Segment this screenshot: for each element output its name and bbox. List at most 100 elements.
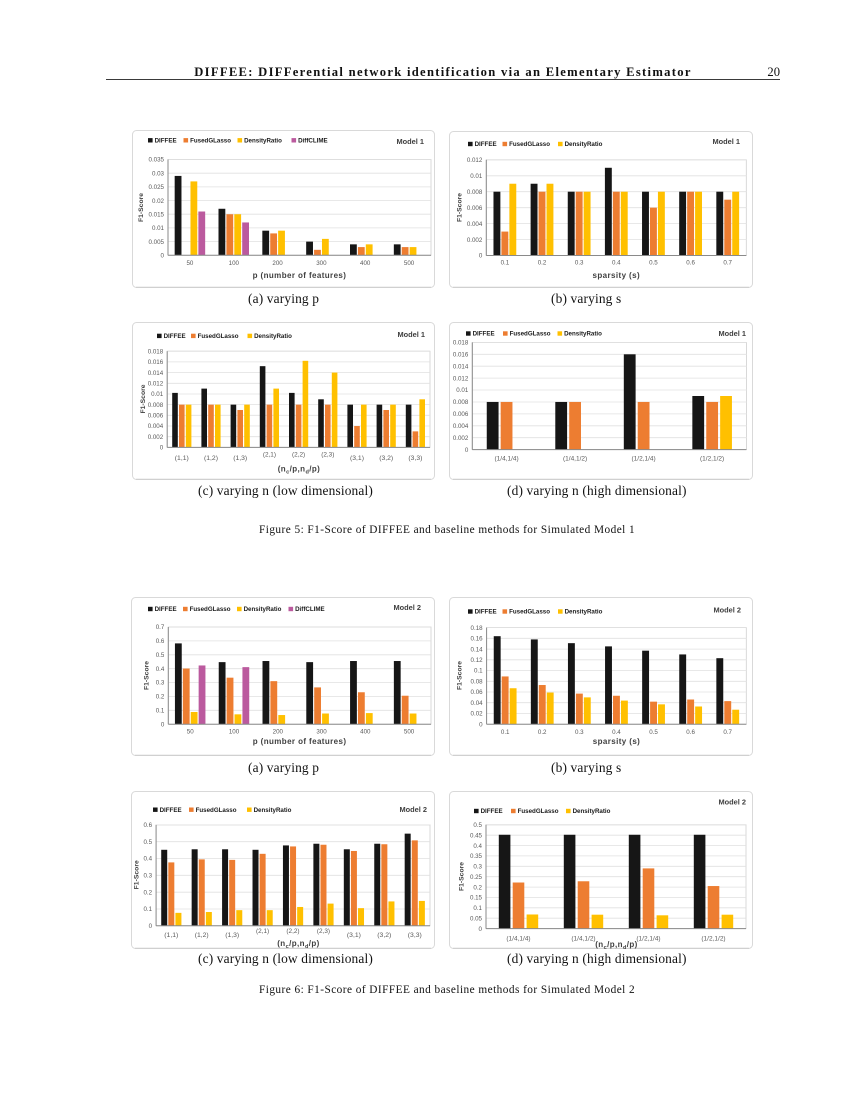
svg-text:400: 400 [360, 729, 371, 736]
svg-text:0.7: 0.7 [723, 729, 732, 736]
svg-text:0.008: 0.008 [453, 399, 469, 406]
svg-text:DiffCLIME: DiffCLIME [295, 606, 325, 613]
svg-text:0.16: 0.16 [471, 636, 484, 643]
svg-text:FusedGLasso: FusedGLasso [509, 609, 550, 616]
svg-text:(1/2,1/4): (1/2,1/4) [631, 456, 655, 463]
svg-text:0.035: 0.035 [149, 157, 165, 164]
svg-text:0.002: 0.002 [453, 435, 469, 442]
svg-text:0.7: 0.7 [156, 624, 165, 631]
svg-text:300: 300 [316, 260, 327, 267]
svg-text:0.05: 0.05 [470, 915, 483, 922]
svg-text:0.2: 0.2 [538, 729, 547, 736]
svg-text:0.004: 0.004 [148, 423, 164, 430]
svg-text:100: 100 [229, 729, 240, 736]
svg-text:0.6: 0.6 [143, 822, 152, 829]
svg-text:0.1: 0.1 [143, 906, 152, 913]
svg-text:0.012: 0.012 [453, 375, 469, 382]
svg-text:0.1: 0.1 [473, 905, 482, 912]
svg-text:0.3: 0.3 [575, 260, 584, 267]
svg-text:DIFFEE: DIFFEE [473, 331, 495, 338]
svg-text:0.008: 0.008 [467, 189, 483, 196]
svg-text:Model 1: Model 1 [396, 137, 424, 146]
svg-text:F1-Score: F1-Score [457, 661, 464, 690]
svg-text:(2,3): (2,3) [321, 451, 334, 458]
svg-text:0.012: 0.012 [148, 381, 164, 388]
svg-text:0.6: 0.6 [686, 260, 695, 267]
svg-text:(1,1): (1,1) [164, 932, 178, 939]
svg-text:0.01: 0.01 [456, 387, 469, 394]
svg-text:0.18: 0.18 [471, 625, 484, 632]
svg-text:0.6: 0.6 [686, 729, 695, 736]
svg-text:0.5: 0.5 [649, 729, 658, 736]
svg-text:0.006: 0.006 [453, 411, 469, 418]
svg-text:0.2: 0.2 [538, 260, 547, 267]
svg-text:0: 0 [161, 253, 165, 260]
svg-text:(1/4,1/4): (1/4,1/4) [506, 935, 530, 942]
svg-text:0.03: 0.03 [152, 170, 165, 177]
svg-text:0: 0 [479, 253, 483, 260]
svg-text:(2,1): (2,1) [263, 451, 276, 458]
svg-text:0.015: 0.015 [149, 211, 165, 218]
svg-text:0.4: 0.4 [612, 729, 621, 736]
svg-text:0.02: 0.02 [471, 711, 484, 718]
svg-text:Model 1: Model 1 [712, 137, 740, 146]
svg-text:DensityRatio: DensityRatio [244, 606, 282, 613]
svg-text:FusedGLasso: FusedGLasso [196, 807, 237, 814]
svg-text:0.01: 0.01 [470, 173, 483, 180]
svg-text:0.08: 0.08 [471, 679, 484, 686]
svg-text:0: 0 [160, 445, 164, 452]
svg-text:0.02: 0.02 [152, 198, 165, 205]
svg-text:0.006: 0.006 [148, 413, 164, 420]
svg-text:200: 200 [273, 729, 284, 736]
svg-text:p (number of features): p (number of features) [253, 737, 347, 746]
svg-text:(2,2): (2,2) [286, 928, 299, 935]
svg-text:FusedGLasso: FusedGLasso [510, 331, 551, 338]
svg-text:0.01: 0.01 [151, 391, 164, 398]
svg-text:0.5: 0.5 [143, 839, 152, 846]
svg-text:0.1: 0.1 [156, 708, 165, 715]
svg-text:sparsity (s): sparsity (s) [593, 271, 640, 280]
svg-text:0: 0 [479, 721, 483, 728]
svg-text:DIFFEE: DIFFEE [164, 333, 186, 340]
svg-text:0.12: 0.12 [471, 657, 484, 664]
svg-text:0.006: 0.006 [467, 205, 483, 212]
svg-text:DIFFEE: DIFFEE [475, 141, 497, 148]
svg-text:0.008: 0.008 [148, 402, 164, 409]
svg-text:Model 2: Model 2 [718, 797, 746, 806]
svg-text:0.06: 0.06 [471, 689, 484, 696]
svg-text:(3,1): (3,1) [347, 932, 361, 939]
svg-text:DensityRatio: DensityRatio [564, 331, 602, 338]
svg-text:F1-Score: F1-Score [134, 860, 141, 889]
svg-text:(1,2): (1,2) [204, 455, 218, 462]
svg-text:0.004: 0.004 [453, 423, 469, 430]
svg-text:0.1: 0.1 [474, 668, 483, 675]
svg-text:0.5: 0.5 [156, 652, 165, 659]
svg-text:(1,3): (1,3) [225, 932, 239, 939]
svg-text:0.3: 0.3 [143, 873, 152, 880]
svg-text:(nc/p,nd/p): (nc/p,nd/p) [277, 939, 320, 949]
svg-text:Model 2: Model 2 [713, 605, 741, 614]
svg-text:100: 100 [229, 260, 240, 267]
svg-text:DensityRatio: DensityRatio [254, 333, 292, 340]
svg-text:(nc/p,nd/p): (nc/p,nd/p) [278, 465, 321, 476]
svg-text:500: 500 [404, 260, 415, 267]
svg-text:0.1: 0.1 [501, 729, 510, 736]
svg-text:0.5: 0.5 [649, 260, 658, 267]
svg-text:(1,3): (1,3) [233, 455, 247, 462]
svg-text:500: 500 [404, 729, 415, 736]
svg-text:0.25: 0.25 [470, 874, 483, 881]
svg-text:DIFFEE: DIFFEE [475, 609, 497, 616]
svg-text:0.3: 0.3 [156, 680, 165, 687]
svg-text:(2,3): (2,3) [317, 928, 330, 935]
svg-text:DensityRatio: DensityRatio [244, 138, 282, 145]
svg-text:0.3: 0.3 [473, 864, 482, 871]
svg-text:DiffCLIME: DiffCLIME [298, 138, 328, 145]
svg-text:(3,1): (3,1) [350, 455, 364, 462]
svg-text:(2,2): (2,2) [292, 451, 305, 458]
svg-text:(1,1): (1,1) [175, 455, 189, 462]
svg-text:F1-Score: F1-Score [459, 862, 466, 891]
svg-text:FusedGLasso: FusedGLasso [198, 333, 239, 340]
svg-text:0: 0 [149, 923, 153, 930]
svg-text:(1/4,1/2): (1/4,1/2) [571, 935, 595, 942]
svg-text:0.016: 0.016 [148, 359, 164, 366]
